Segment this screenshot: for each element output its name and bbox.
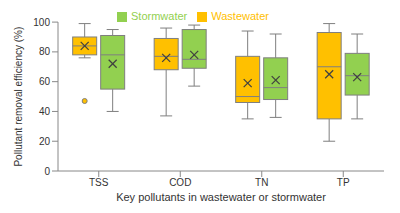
- svg-text:0: 0: [44, 166, 50, 177]
- svg-text:60: 60: [39, 76, 51, 87]
- svg-text:80: 80: [39, 46, 51, 57]
- svg-text:TN: TN: [255, 177, 268, 188]
- svg-text:100: 100: [33, 17, 50, 28]
- svg-text:TSS: TSS: [89, 177, 109, 188]
- svg-text:Key pollutants in wastewater o: Key pollutants in wastewater or stormwat…: [116, 191, 326, 203]
- svg-text:Pollutant removal efficiency (: Pollutant removal efficiency (%): [13, 27, 24, 167]
- svg-text:20: 20: [39, 136, 51, 147]
- svg-text:TP: TP: [337, 177, 350, 188]
- html-text:Wastewater: Wastewater: [211, 10, 269, 22]
- html-text:Stormwater: Stormwater: [131, 10, 188, 22]
- svg-text:COD: COD: [169, 177, 191, 188]
- svg-text:40: 40: [39, 106, 51, 117]
